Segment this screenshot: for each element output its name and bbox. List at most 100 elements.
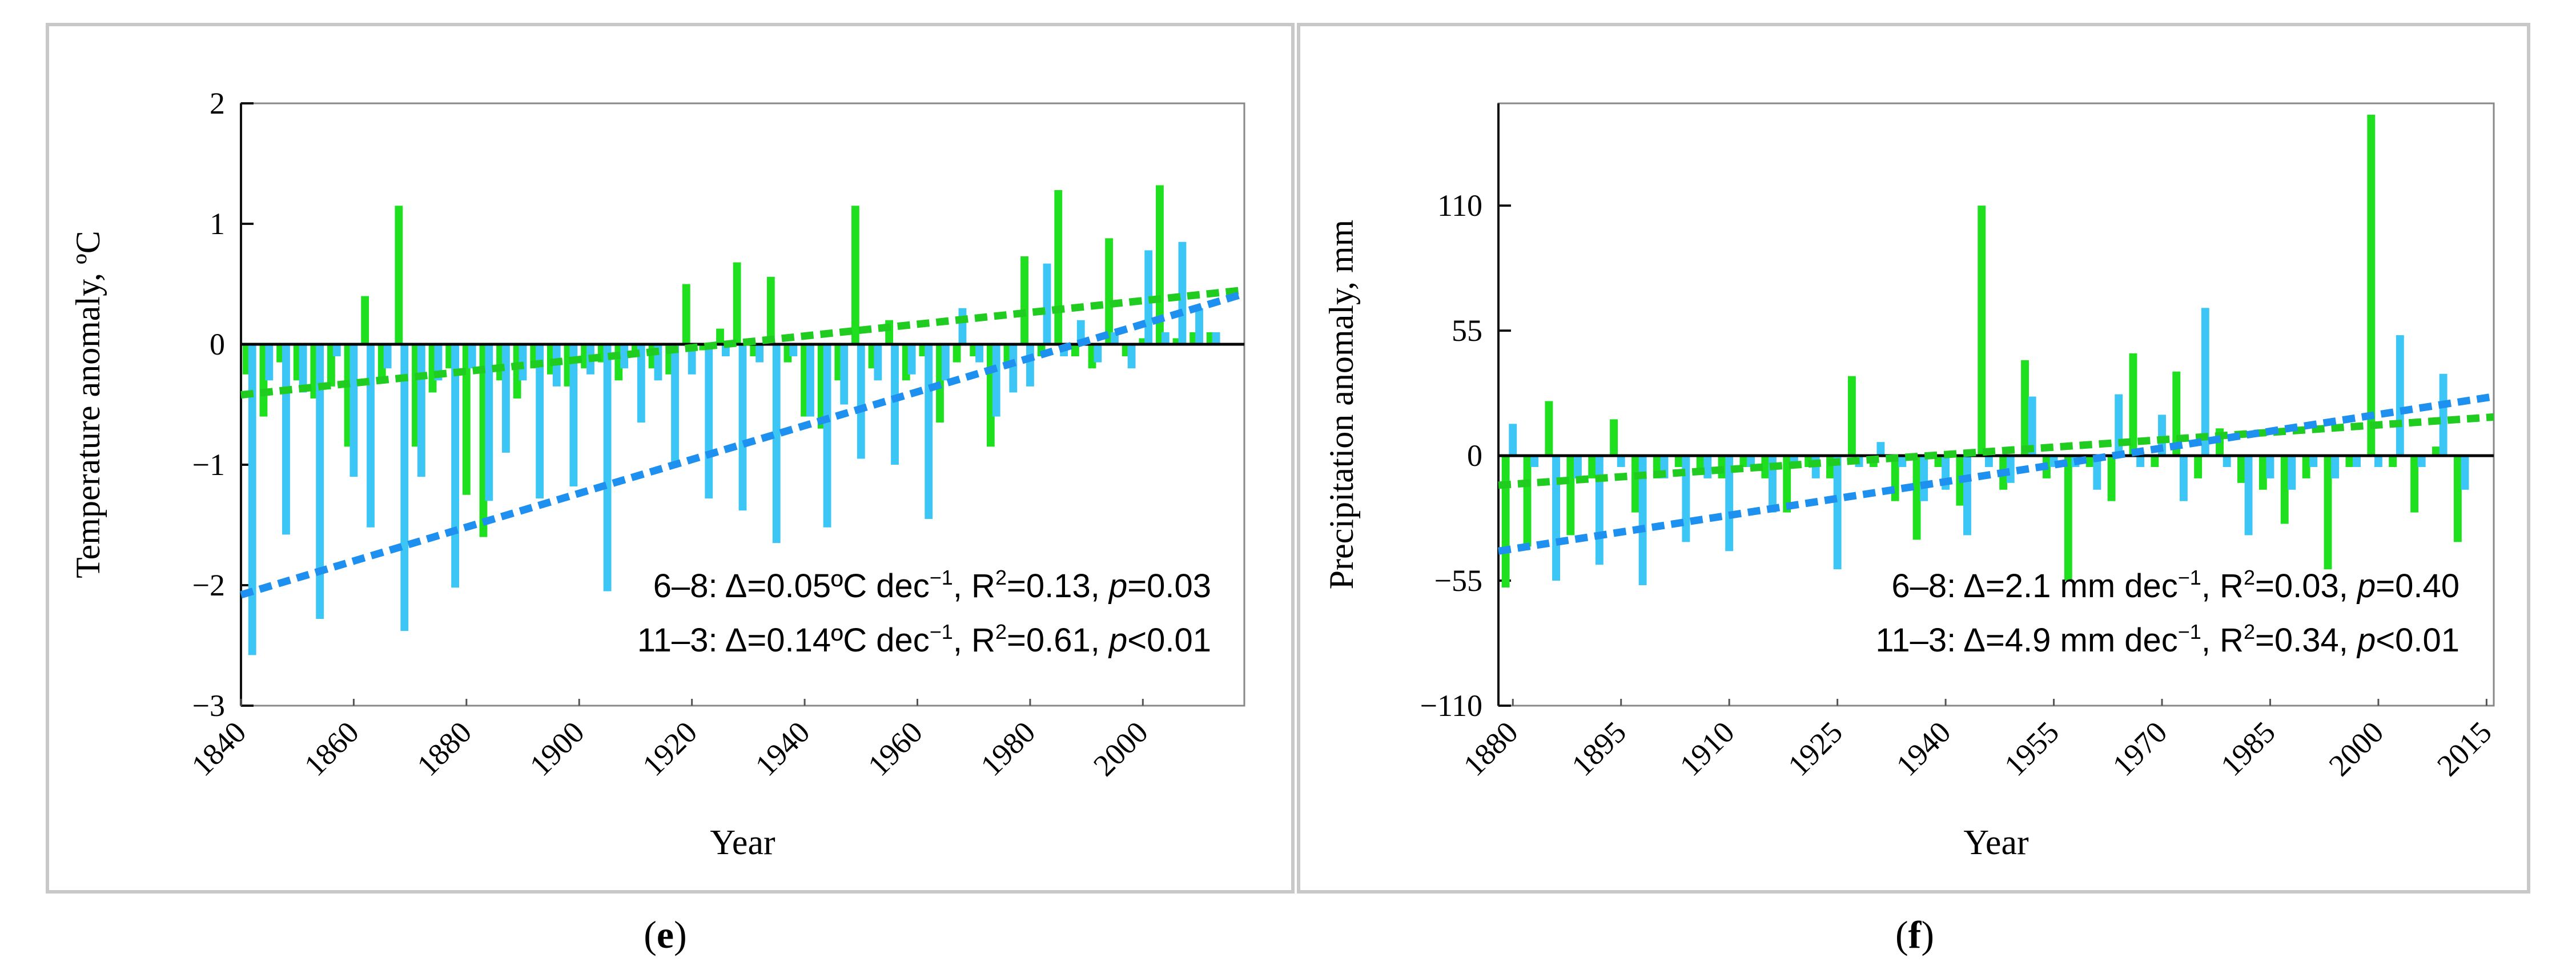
chart-e-bar-series2 (400, 344, 409, 631)
chart-f-bar-series2 (2093, 456, 2101, 490)
chart-e-bar-series1 (733, 262, 741, 344)
chart-f-trend-line-2 (1498, 393, 2494, 555)
chart-e-bar-series2 (1094, 344, 1102, 363)
chart-f-bar-series2 (2353, 456, 2361, 467)
chart-e-bar-series2 (383, 344, 392, 369)
chart-f-bar-series2 (2201, 308, 2209, 456)
chart-f-bar-series2 (2417, 456, 2426, 467)
chart-e-bar-series2 (417, 344, 425, 477)
chart-f-bar-series2 (2136, 456, 2145, 467)
chart-f-bar-series2 (1530, 456, 1539, 467)
chart-e-annotation-part: 2 (995, 566, 1007, 589)
chart-f-bar-series2 (1984, 456, 1993, 467)
chart-e-bar-series1 (395, 206, 403, 344)
chart-f-x-tick-label: 2015 (2430, 715, 2498, 783)
chart-e-bar-series2 (705, 344, 713, 499)
chart-f-bar-series1 (1545, 401, 1553, 456)
chart-e-bar-series1 (361, 296, 369, 344)
chart-f-annotation-part: , R (2201, 568, 2244, 605)
chart-f-bar-series1 (1523, 456, 1532, 547)
chart-f-bar-series1 (1761, 456, 1770, 478)
chart-e-x-tick-label: 1860 (298, 715, 365, 783)
chart-f-annotation-1: 6–8: Δ=2.1 mm dec−1​, R2​=0.03, p=0.40 (1891, 566, 2460, 605)
chart-e-y-tick-label: −1 (192, 448, 225, 482)
chart-e-bar-series2 (1026, 344, 1034, 387)
chart-f-bar-series1 (1978, 206, 1986, 456)
chart-f-bar-series2 (2439, 373, 2448, 456)
chart-e-bar-series1 (1172, 338, 1181, 344)
chart-e-x-tick-label: 1940 (749, 715, 817, 783)
chart-f-bar-series1 (2453, 456, 2462, 542)
chart-e-bar-series1 (716, 328, 724, 344)
chart-f-bar-series1 (2432, 446, 2440, 456)
chart-f-bar-series2 (1876, 442, 1885, 456)
chart-e-x-tick-label: 1880 (411, 715, 479, 783)
chart-f-annotation-part: 2 (2244, 620, 2255, 643)
panel-label-e: (e) (644, 913, 687, 956)
chart-e-annotation-part: =0.03 (1127, 568, 1211, 605)
chart-e-x-tick-label: 2000 (1087, 715, 1155, 783)
chart-f-bar-series1 (1631, 456, 1639, 513)
chart-e-annotation-part: p (1108, 568, 1127, 605)
chart-e-bar-series2 (316, 344, 324, 619)
chart-e-bar-series2 (299, 344, 307, 393)
chart-e-bar-series2 (738, 344, 747, 511)
chart-e-bar-series1 (699, 344, 708, 351)
chart-f-x-tick-label: 1910 (1673, 715, 1741, 783)
chart-f-annotation-part: −1 (2178, 620, 2201, 643)
chart-f-y-tick-label: −55 (1434, 564, 1482, 598)
chart-e-bar-series2 (637, 344, 645, 423)
chart-e-bar-series2 (671, 344, 679, 465)
chart-f-annotation-part: <0.01 (2376, 622, 2460, 659)
chart-e-annotation-part: =0.61, (1007, 622, 1109, 659)
chart-f-bar-series2 (2396, 335, 2404, 456)
chart-e-bar-series2 (806, 344, 814, 417)
chart-e-bar-series1 (1054, 190, 1063, 344)
temperature-anomaly-chart: −3 −2 −1 0 1 2 1840 1860 1880 1900 1920 1940 1960 198… (69, 86, 1245, 862)
chart-e-trend-line-1 (240, 286, 1245, 399)
chart-f-bar-series1 (2280, 456, 2289, 524)
chart-f-bar-series2 (1552, 456, 1560, 581)
chart-e-x-tick-label: 1960 (861, 715, 929, 783)
chart-e-bar-series2 (1195, 308, 1203, 344)
chart-f-annotation-part: −1 (2178, 566, 2201, 589)
chart-e-bar-series2 (451, 344, 459, 588)
chart-f-bar-series1 (2129, 353, 2137, 456)
chart-f-bar-series1 (1783, 456, 1791, 513)
chart-e-annotation-part: −1 (930, 620, 953, 643)
chart-e-bar-series1 (1105, 238, 1114, 344)
chart-f-annotation-part: 11–3: Δ=4.9 mm dec (1875, 622, 2177, 659)
chart-e-annotation-part: 6–8: Δ=0.05ºC dec (653, 568, 930, 605)
panel-label-f: (f) (1895, 913, 1934, 956)
chart-f-bar-series1 (2085, 456, 2094, 467)
chart-f-bar-series2 (2374, 456, 2382, 467)
chart-e-bar-series2 (772, 344, 781, 544)
chart-f-annotation-part: =0.34, (2255, 622, 2357, 659)
chart-f-x-tick-label: 1985 (2214, 715, 2282, 783)
chart-e-bar-series1 (953, 344, 961, 363)
chart-e-y-tick-label: 2 (210, 86, 225, 120)
chart-e-bar-series2 (536, 344, 544, 499)
chart-e-y-axis-label: Temperature anomaly, ºC (69, 231, 107, 578)
chart-f-bar-series2 (2006, 456, 2015, 483)
chart-e-x-axis-label: Year (710, 823, 775, 862)
chart-e-bar-series2 (874, 344, 882, 381)
chart-f-bar-series1 (2172, 371, 2181, 456)
chart-f-annotation-part: 2 (2244, 566, 2255, 589)
chart-e-y-tick-label: 0 (210, 327, 225, 361)
chart-e-annotation-part: , R (953, 568, 995, 605)
chart-e-bar-series2 (755, 344, 764, 363)
chart-f-bar-series2 (1509, 424, 1517, 456)
chart-e-bar-series2 (1212, 332, 1220, 344)
chart-e-bar-series2 (1127, 344, 1136, 369)
chart-e-bar-series2 (941, 344, 950, 381)
chart-e-bar-series2 (1043, 263, 1051, 344)
chart-e-bar-series1 (682, 284, 690, 344)
chart-e-x-tick-label: 1920 (636, 715, 704, 783)
chart-e-bar-series2 (248, 344, 256, 655)
chart-f-bar-series1 (2021, 360, 2029, 456)
chart-e-bar-series2 (789, 344, 798, 357)
chart-f-bar-series2 (1617, 456, 1625, 467)
chart-f-trend-line-1 (1498, 413, 2494, 489)
chart-e-bar-series1 (1020, 256, 1028, 344)
